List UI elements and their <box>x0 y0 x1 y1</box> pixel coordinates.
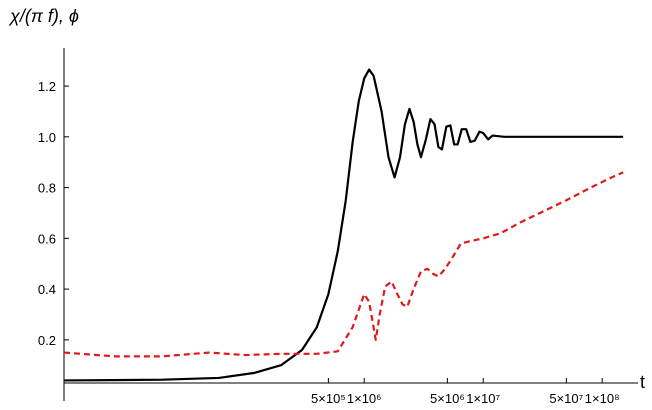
y-ticks: 0.2 0.4 0.6 0.8 1.0 1.2 <box>38 79 69 348</box>
y-tick-label: 0.6 <box>38 231 56 246</box>
x-axis-title: t <box>640 372 645 392</box>
x-tick-label: 1×10⁷ <box>466 391 500 406</box>
x-ticks: 5×10⁵ 1×10⁶ 5×10⁶ 1×10⁷ 5×10⁷ 1×10⁸ <box>311 378 620 406</box>
y-tick-label: 1.2 <box>38 79 56 94</box>
series-layer <box>63 68 624 382</box>
y-tick-label: 0.4 <box>38 282 56 297</box>
y-tick-label: 1.0 <box>38 130 56 145</box>
x-tick-label: 5×10⁵ <box>311 391 346 406</box>
x-tick-label: 1×10⁸ <box>585 391 620 406</box>
series-line-0 <box>63 68 624 382</box>
x-tick-label: 1×10⁶ <box>347 391 382 406</box>
x-tick-label: 5×10⁶ <box>430 391 465 406</box>
y-tick-label: 0.8 <box>38 181 56 196</box>
x-tick-label: 5×10⁷ <box>549 391 583 406</box>
y-tick-label: 0.2 <box>38 333 56 348</box>
y-axis-title: χ/(π f), ϕ <box>8 6 79 26</box>
series-line-1 <box>63 171 624 358</box>
